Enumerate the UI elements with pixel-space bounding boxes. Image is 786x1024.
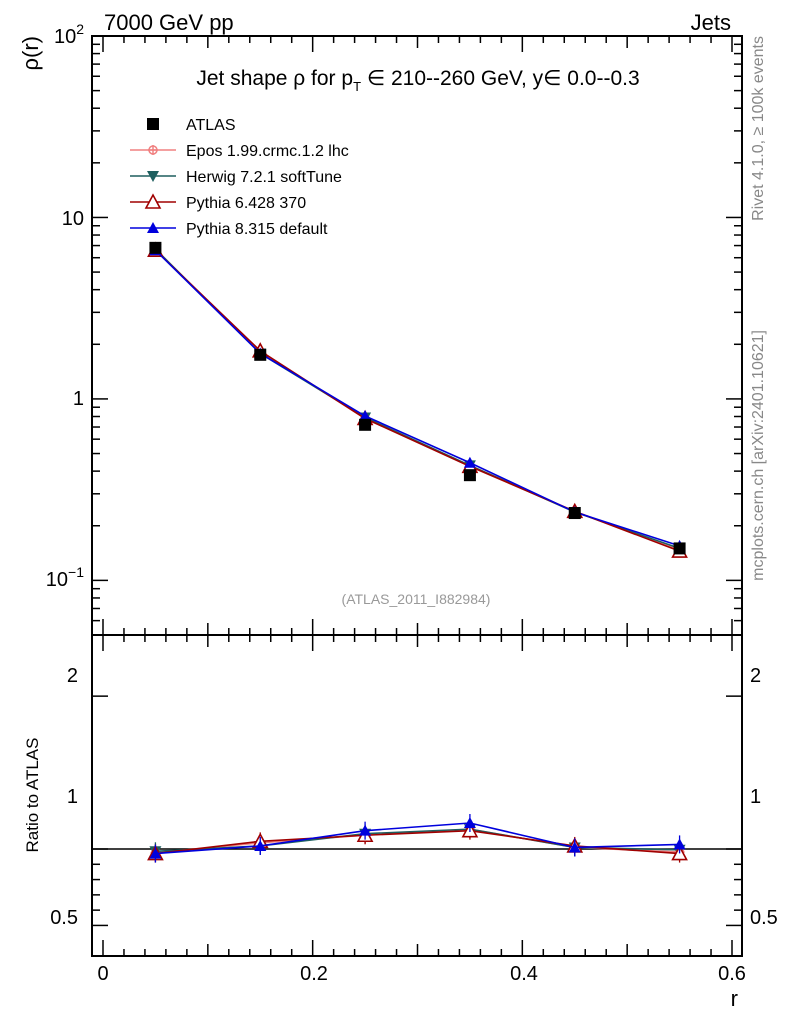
pythia8-ratio-point	[568, 841, 581, 853]
atlas-point	[359, 418, 372, 431]
legend-label-pythia8: Pythia 8.315 default	[186, 221, 328, 238]
ratio-ticks	[92, 635, 742, 956]
ratio-y-tick-labels-right: 2 1 0.5	[750, 665, 778, 929]
atlas-point	[673, 542, 686, 555]
pythia8-ratio-point	[359, 824, 372, 836]
legend: ATLAS Epos 1.99.crmc.1.2 lhc Herwig 7.2.1 …	[130, 117, 349, 238]
header-energy-label: 7000 GeV pp	[104, 10, 234, 35]
atlas-point	[254, 348, 267, 361]
rivet-version-label: Rivet 4.1.0, ≥ 100k events	[750, 36, 767, 221]
y-tick-label-1: 1	[73, 388, 84, 410]
legend-label-pythia6: Pythia 6.428 370	[186, 195, 306, 212]
pythia8-line	[154, 249, 680, 547]
ratio-y-tick-labels-left: 2 1 0.5	[50, 665, 78, 929]
ratio-right-tick-label-0.5: 0.5	[750, 907, 778, 929]
header-category-label: Jets	[691, 10, 731, 35]
pythia8-point	[463, 456, 476, 468]
main-panel: Jet shape ρ for pT ∈ 210--260 GeV, y∈ 0.…	[18, 21, 743, 636]
x-tick-labels: 0 0.2 0.4 0.6	[97, 963, 745, 985]
legend-marker-pythia8	[147, 222, 159, 233]
epos-line	[154, 249, 680, 551]
ratio-right-tick-label-1: 1	[750, 786, 761, 808]
ratio-y-axis-label: Ratio to ATLAS	[23, 738, 42, 853]
atlas-point	[149, 241, 162, 254]
pythia8-ratio-point	[149, 847, 162, 859]
y-tick-label-100: 102	[54, 21, 84, 48]
main-y-tick-labels: 102 10 1 10−1	[46, 21, 84, 591]
ratio-panel: Ratio to ATLAS 2 1 0.5 2 1 0.5 0 0.2 0.4…	[23, 634, 778, 1011]
x-tick-label-0: 0	[97, 963, 108, 985]
pythia8-ratio-point	[463, 817, 476, 829]
pythia6-line	[154, 249, 680, 552]
legend-marker-epos	[148, 145, 158, 155]
x-tick-label-0.6: 0.6	[718, 963, 746, 985]
ratio-y-tick-label-2: 2	[67, 665, 78, 687]
pythia8-ratio-point	[673, 838, 686, 850]
main-series-layer	[147, 241, 688, 558]
legend-marker-atlas	[147, 118, 159, 130]
pythia6-ratio-line	[155, 829, 680, 855]
main-y-axis-label: ρ(r)	[18, 36, 43, 71]
ratio-series-layer	[147, 814, 688, 863]
atlas-point	[463, 469, 476, 482]
legend-marker-pythia6	[144, 193, 162, 209]
x-tick-label-0.4: 0.4	[510, 963, 538, 985]
ratio-right-tick-label-2: 2	[750, 665, 761, 687]
legend-label-atlas: ATLAS	[186, 117, 236, 134]
legend-label-herwig: Herwig 7.2.1 softTune	[186, 169, 342, 186]
pythia8-point	[359, 410, 372, 422]
y-tick-label-0.1: 10−1	[46, 564, 84, 591]
main-y-ticks	[92, 35, 742, 636]
x-tick-label-0.2: 0.2	[300, 963, 328, 985]
pythia8-ratio-line	[155, 822, 680, 855]
atlas-point	[568, 507, 581, 520]
x-axis-label: r	[731, 986, 738, 1011]
mcplots-citation-label: mcplots.cern.ch [arXiv:2401.10621]	[750, 330, 767, 581]
ratio-y-tick-label-0.5: 0.5	[50, 907, 78, 929]
legend-label-epos: Epos 1.99.crmc.1.2 lhc	[186, 143, 349, 160]
ratio-plot-frame	[91, 634, 743, 957]
reference-label: (ATLAS_2011_I882984)	[342, 591, 491, 607]
legend-marker-herwig	[147, 171, 159, 182]
y-tick-label-10: 10	[62, 208, 84, 230]
ratio-y-tick-label-1: 1	[67, 786, 78, 808]
herwig-line	[154, 248, 680, 550]
pythia8-ratio-point	[254, 839, 267, 851]
main-chart-title: Jet shape ρ for pT ∈ 210--260 GeV, y∈ 0.…	[196, 67, 639, 94]
